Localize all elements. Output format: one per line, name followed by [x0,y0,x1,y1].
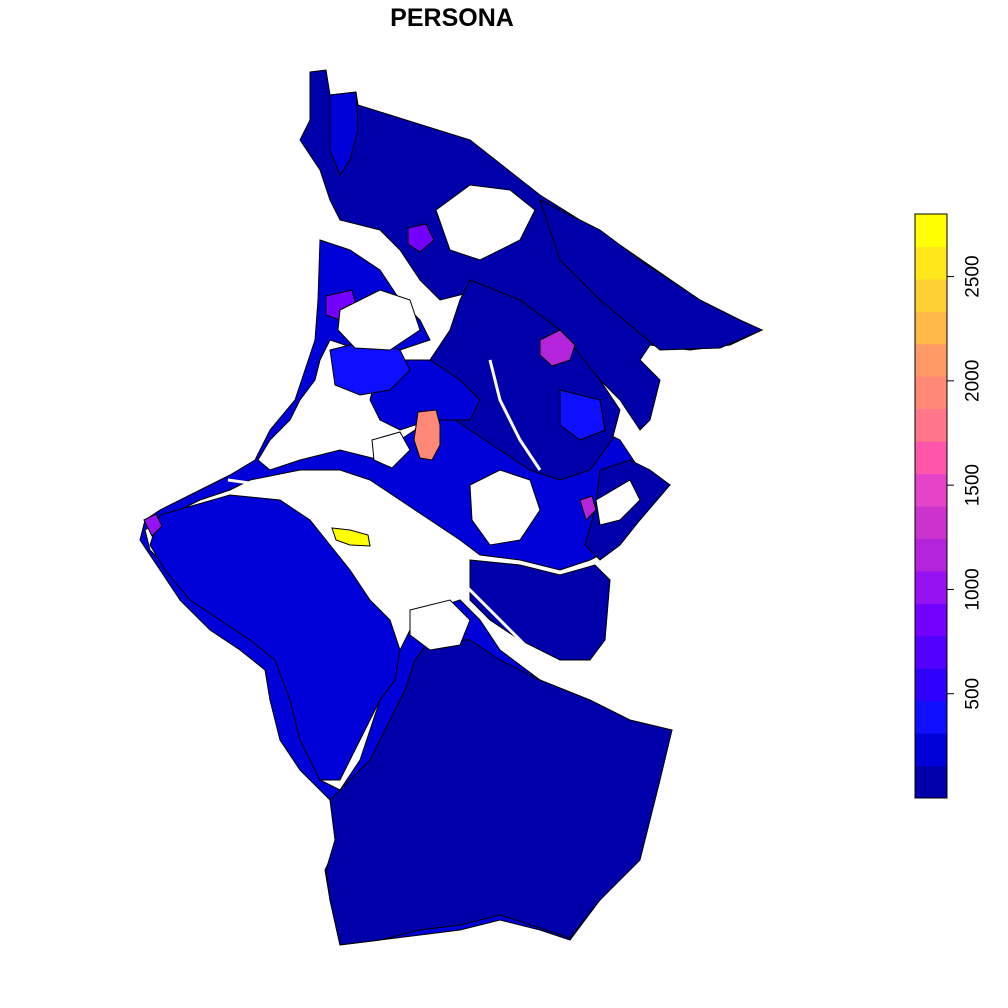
hole-center [371,431,411,469]
legend-band [915,441,947,475]
legend-tick-label: 2500 [963,255,984,297]
purple-zone-east2[interactable] [579,495,597,521]
hole-south [409,599,471,651]
legend: 500 1000 1500 2000 2500 [914,213,984,799]
river [227,478,562,682]
legend-band [915,506,947,539]
legend-band [915,473,947,507]
legend-tick-label: 1000 [963,568,984,610]
legend-band [915,246,947,280]
legend-band [915,376,947,410]
hole-east-arm [595,479,641,526]
purple-zone-north2[interactable] [407,223,435,253]
legend-frame [914,213,948,799]
legend-band [915,635,947,669]
legend-band [915,278,947,312]
legend-band [915,733,947,767]
region-southeast-strip[interactable] [469,559,611,661]
legend-tick-label: 1500 [963,464,984,506]
map-title: PERSONA [390,4,514,32]
map-regions [139,69,764,946]
region-north-strip[interactable] [299,69,764,431]
legend-band [915,311,947,345]
legend-band [915,343,947,377]
legend-band [915,668,947,702]
region-north-blue[interactable] [329,91,359,177]
legend-band [915,700,947,734]
map-holes [227,184,641,682]
legend-band [915,603,947,637]
region-south[interactable] [325,639,673,946]
region-southwest[interactable] [149,494,401,781]
region-north-east[interactable] [539,199,764,351]
hole-east [469,469,541,546]
hole-west [337,289,421,351]
purple-zone-west[interactable] [143,513,163,537]
legend-tick-label: 500 [963,678,984,710]
purple-zone-east[interactable] [539,329,576,367]
hole-north [435,184,536,261]
river-north [488,359,542,471]
legend-band [915,765,947,799]
legend-ticks: 500 1000 1500 2000 2500 [947,255,984,710]
region-east-light[interactable] [559,389,606,441]
yellow-zone[interactable] [331,527,371,547]
legend-band [915,538,947,572]
legend-color-bar [915,214,947,799]
legend-band [915,214,947,247]
highlight-zones [143,223,597,547]
pink-zone[interactable] [413,409,441,461]
legend-tick-label: 2000 [963,360,984,402]
legend-band [915,408,947,442]
legend-band [915,570,947,604]
